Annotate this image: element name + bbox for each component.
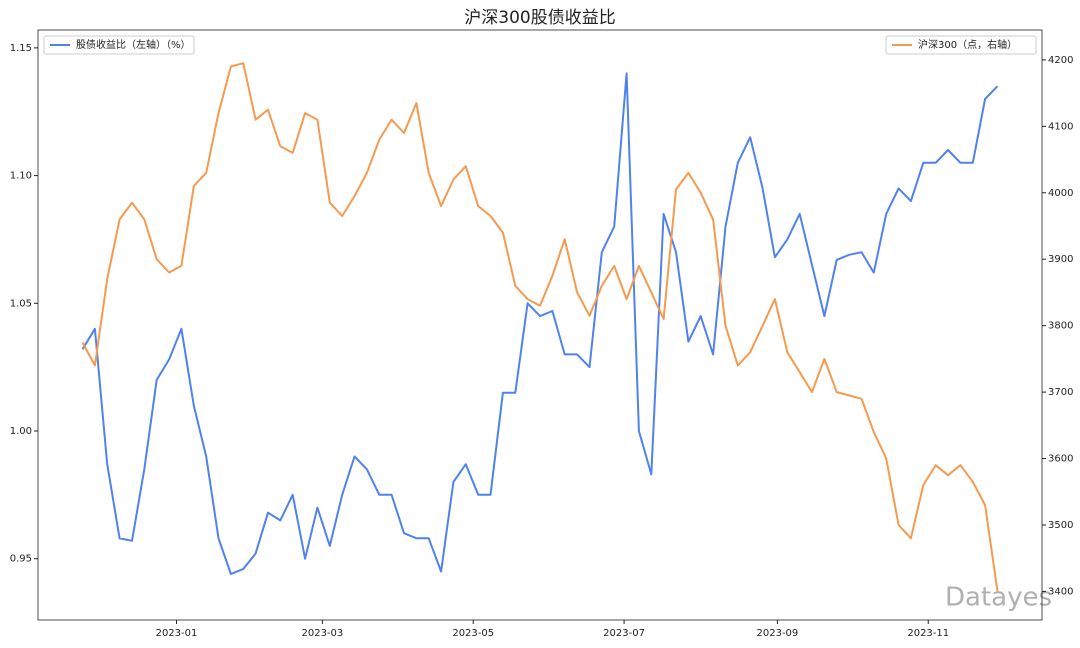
y-tick-label: 0.95 bbox=[10, 554, 32, 565]
plot-frame bbox=[37, 29, 1043, 621]
legend-label: 沪深300（点，右轴） bbox=[918, 38, 1017, 51]
legend-box bbox=[885, 35, 1037, 55]
y2-tick-label: 3700 bbox=[1048, 387, 1073, 398]
y-tick-label: 1.00 bbox=[10, 426, 32, 437]
y2-tick-label: 4000 bbox=[1048, 188, 1073, 199]
x-tick-label: 2023-11 bbox=[907, 628, 949, 639]
x-tick-label: 2023-01 bbox=[156, 628, 198, 639]
x-tick-label: 2023-05 bbox=[452, 628, 494, 639]
legend-box bbox=[43, 35, 195, 55]
y2-tick-label: 3600 bbox=[1048, 454, 1073, 465]
y2-tick-label: 3900 bbox=[1048, 254, 1073, 265]
y2-tick-label: 3800 bbox=[1048, 321, 1073, 332]
y-tick-label: 1.10 bbox=[10, 171, 32, 182]
series-line bbox=[81, 72, 999, 575]
y2-tick-label: 3500 bbox=[1048, 520, 1073, 531]
y2-tick-label: 3400 bbox=[1048, 586, 1073, 597]
chart-title: 沪深300股债收益比 bbox=[464, 8, 615, 28]
y2-tick-label: 4100 bbox=[1048, 121, 1073, 132]
y-tick-label: 1.05 bbox=[10, 298, 32, 309]
legend-label: 股债收益比（左轴）（%） bbox=[76, 38, 191, 51]
x-tick-label: 2023-09 bbox=[757, 628, 799, 639]
y2-tick-label: 4200 bbox=[1048, 55, 1073, 66]
x-tick-label: 2023-07 bbox=[603, 628, 645, 639]
x-tick-label: 2023-03 bbox=[301, 628, 343, 639]
watermark: Datayes bbox=[945, 583, 1052, 613]
series-line bbox=[81, 62, 999, 592]
y-tick-label: 1.15 bbox=[10, 43, 32, 54]
